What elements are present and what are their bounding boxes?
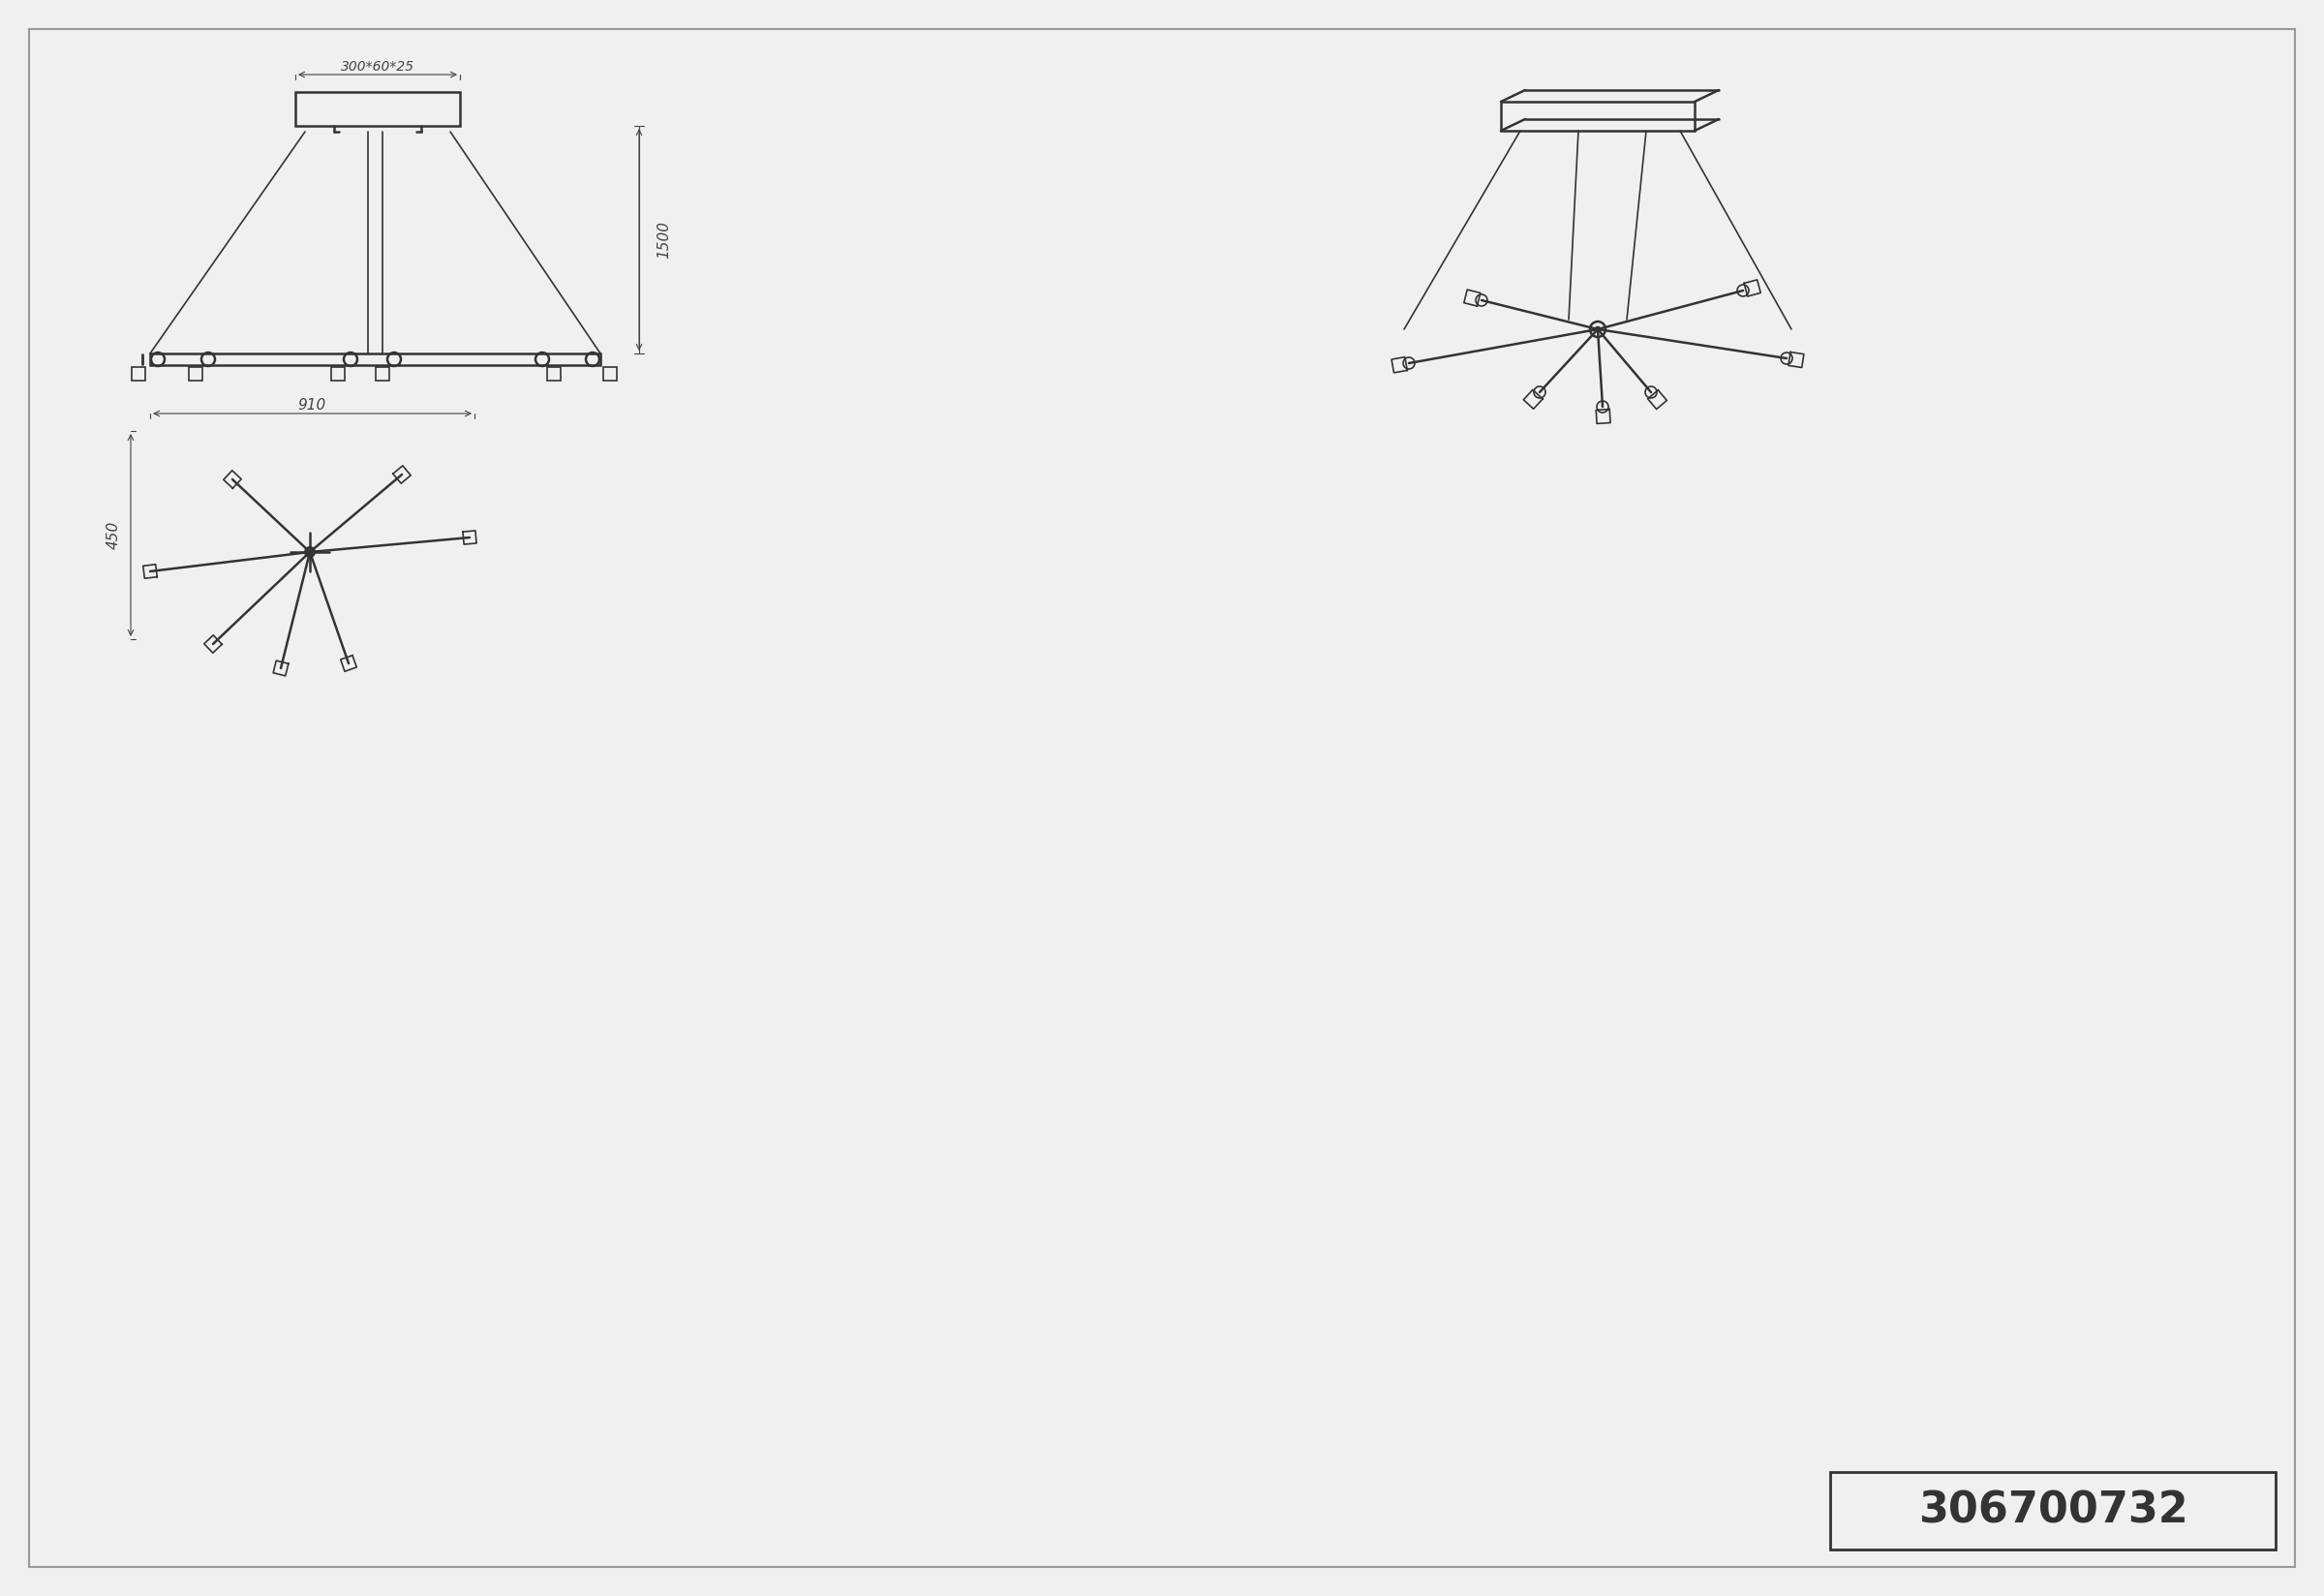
Text: 1500: 1500 (658, 220, 672, 259)
Bar (1501, 102, 1694, 131)
Text: 450: 450 (107, 520, 121, 549)
Bar (295, 93, 460, 126)
Bar (1831, 1472, 2275, 1550)
Bar (604, 367, 616, 380)
Text: 306700732: 306700732 (1917, 1491, 2187, 1532)
Bar (332, 367, 344, 380)
Text: 910: 910 (297, 397, 325, 412)
Text: 300*60*25: 300*60*25 (342, 61, 414, 73)
Circle shape (1594, 326, 1601, 332)
Bar (376, 367, 390, 380)
Circle shape (307, 549, 314, 555)
Bar (188, 367, 202, 380)
Circle shape (304, 546, 316, 559)
Bar (151, 353, 600, 365)
Bar (132, 367, 144, 380)
Bar (546, 367, 560, 380)
